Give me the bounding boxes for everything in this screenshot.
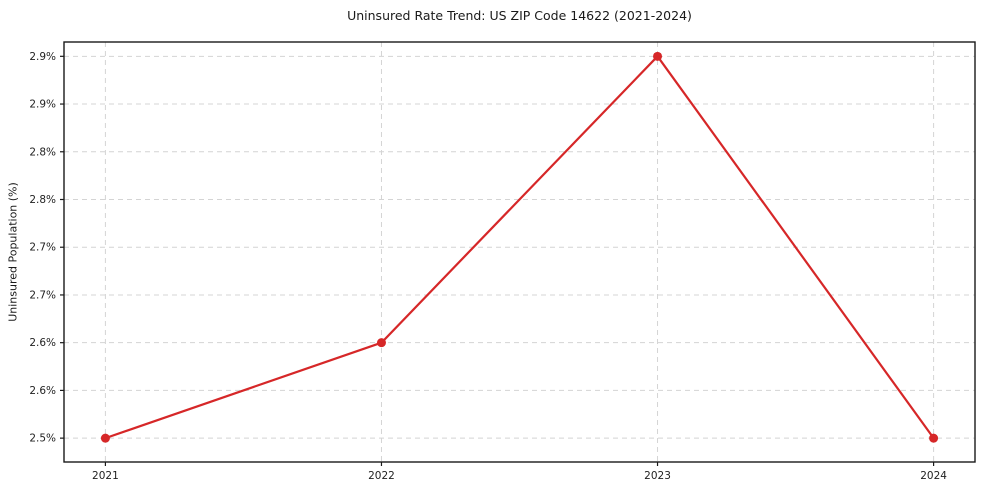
x-tick-label: 2021 xyxy=(92,470,119,482)
x-tick-label: 2022 xyxy=(368,470,395,482)
y-tick-label: 2.5% xyxy=(29,433,56,445)
data-point-2022 xyxy=(376,338,386,348)
y-tick-label: 2.8% xyxy=(29,146,56,158)
chart-title: Uninsured Rate Trend: US ZIP Code 14622 … xyxy=(347,8,692,23)
y-tick-label: 2.7% xyxy=(29,242,56,254)
x-tick-label: 2024 xyxy=(920,470,947,482)
y-tick-label: 2.7% xyxy=(29,289,56,301)
y-tick-label: 2.8% xyxy=(29,194,56,206)
trend-line xyxy=(104,55,935,440)
plot-border xyxy=(63,41,976,463)
y-tick-label: 2.6% xyxy=(29,337,56,349)
data-point-2021 xyxy=(100,433,110,443)
y-tick-label: 2.6% xyxy=(29,385,56,397)
data-point-2023 xyxy=(653,51,663,61)
data-point-2024 xyxy=(929,433,939,443)
x-tick-label: 2023 xyxy=(644,470,671,482)
y-tick-label: 2.9% xyxy=(29,51,56,63)
y-tick-label: 2.9% xyxy=(29,99,56,111)
